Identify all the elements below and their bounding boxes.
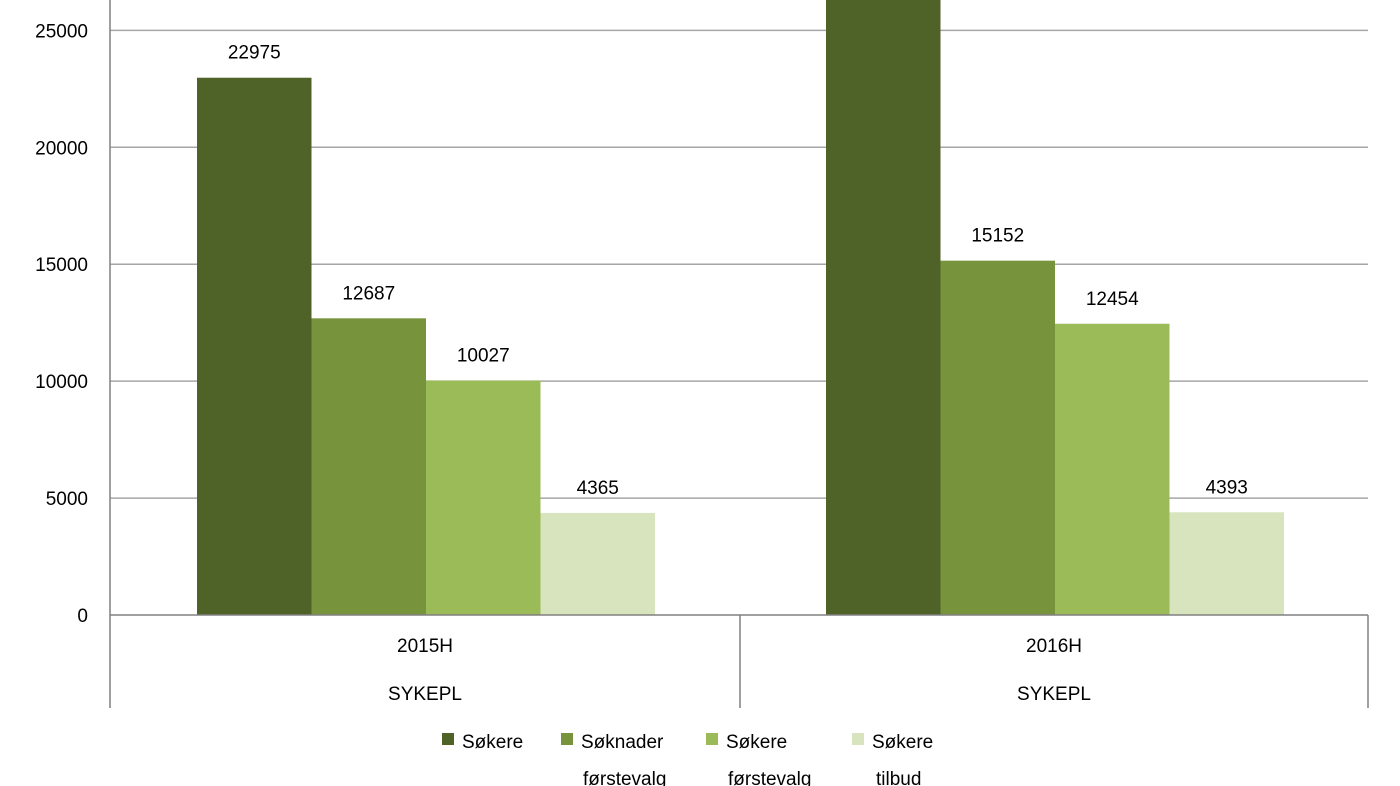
legend-label: Søkere <box>726 732 787 753</box>
bar <box>940 260 1055 615</box>
y-tick-label: 0 <box>77 606 88 627</box>
legend-label: Søknader <box>581 732 664 753</box>
data-label: 12687 <box>342 283 395 304</box>
x-category-label: 2015H <box>397 636 453 657</box>
data-label: 4365 <box>577 478 619 499</box>
data-label: 22975 <box>228 43 281 64</box>
x-category-label: 2016H <box>1026 636 1082 657</box>
y-tick-label: 25000 <box>35 21 88 42</box>
bar <box>1169 512 1284 615</box>
data-label: 12454 <box>1086 289 1139 310</box>
data-label: 10027 <box>457 346 510 367</box>
data-label: 4393 <box>1206 477 1248 498</box>
y-tick-label: 5000 <box>46 489 88 510</box>
legend-label: tilbud <box>876 769 921 786</box>
bar <box>426 380 541 615</box>
y-tick-label: 10000 <box>35 372 88 393</box>
legend-label: Søkere <box>872 732 933 753</box>
x-category-sublabel: SYKEPL <box>388 684 462 705</box>
legend-swatch <box>442 733 454 745</box>
y-tick-label: 20000 <box>35 138 88 159</box>
legend-label: Søkere <box>462 732 523 753</box>
legend-swatch <box>852 733 864 745</box>
bar <box>826 0 941 615</box>
legend-swatch <box>561 733 573 745</box>
y-tick-label: 15000 <box>35 255 88 276</box>
bar <box>1055 323 1170 615</box>
legend-label: førstevalg <box>728 769 811 786</box>
legend-label: førstevalg <box>583 769 666 786</box>
bar <box>197 77 312 615</box>
data-label: 15152 <box>971 226 1024 247</box>
legend-swatch <box>706 733 718 745</box>
x-category-sublabel: SYKEPL <box>1017 684 1091 705</box>
bar <box>311 318 426 615</box>
bar <box>540 512 655 615</box>
